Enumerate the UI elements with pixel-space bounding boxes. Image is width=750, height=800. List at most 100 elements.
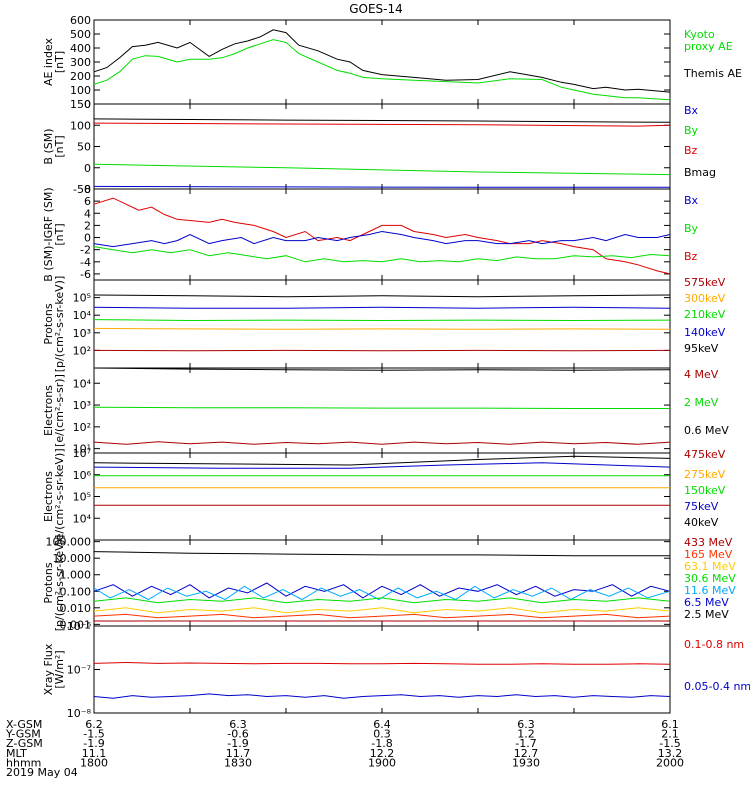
series-line — [93, 29, 671, 93]
y-tick-label: 200 — [70, 70, 91, 83]
series-line — [93, 39, 671, 101]
orbit-table: X-GSM 6.2 6.3 6.4 6.3 6.1 Y-GSM -1.5 -0.6 0.3 1.2 2… — [5, 718, 684, 779]
legend-entry: 275keV — [684, 468, 726, 481]
y-axis-label: [p/(cm²-s-sr-keV)] — [53, 535, 66, 632]
series-line — [93, 163, 671, 176]
orbit-value: -1.9 — [83, 737, 104, 750]
series-line — [93, 455, 671, 466]
series-line — [93, 613, 671, 619]
y-axis-label: Protons — [42, 303, 55, 344]
orbit-value: -1.5 — [659, 737, 680, 750]
y-tick-label: 10⁻⁷ — [67, 664, 91, 677]
series-line — [93, 319, 671, 322]
legend-entry: Bz — [684, 144, 698, 157]
y-tick-label: 2 — [84, 219, 91, 232]
panel-1: -50 0 50 100 150 B (SM)[nT] Bx By Bz Bmag — [42, 98, 716, 196]
series-line — [93, 306, 671, 309]
panel-frame — [93, 367, 671, 454]
orbit-row-label: X-GSM — [6, 718, 42, 731]
legend-entry: 2.5 MeV — [684, 608, 729, 621]
y-axis-label: Electrons — [42, 471, 55, 522]
y-tick-label: 0.010 — [60, 602, 92, 615]
y-tick-label: 150 — [70, 98, 91, 111]
y-tick-label: 0 — [84, 162, 91, 175]
y-tick-label: 10² — [73, 344, 91, 357]
series-line — [93, 230, 671, 248]
legend-entry: 6.5 MeV — [684, 596, 729, 609]
orbit-value: 11.7 — [226, 747, 251, 760]
legend-entry: Bz — [684, 250, 698, 263]
y-tick-label: 600 — [70, 14, 91, 27]
y-tick-label: 100.000 — [46, 536, 92, 549]
legend-entry: 300keV — [684, 292, 726, 305]
y-tick-label: 10.000 — [53, 552, 92, 565]
legend-entry: Kyoto — [684, 28, 715, 41]
legend-entry: 11.6 MeV — [684, 584, 736, 597]
orbit-value: 6.1 — [661, 718, 679, 731]
legend-entry: 140keV — [684, 326, 726, 339]
series-line — [93, 597, 671, 604]
y-axis-label: Xray Flux — [42, 643, 55, 695]
series-line — [93, 367, 671, 371]
y-tick-label: 0 — [84, 232, 91, 245]
legend-entry: 0.1-0.8 nm — [684, 638, 744, 651]
series-line — [93, 582, 671, 599]
panel-6: 0.001 0.010 0.100 1.000 10.000 100.000 Protons… — [42, 535, 736, 632]
series-line — [93, 118, 671, 123]
series-line — [93, 441, 671, 445]
legend-entry: 165 MeV — [684, 548, 733, 561]
series-line — [93, 607, 671, 614]
orbit-value: 1930 — [512, 756, 540, 769]
y-tick-label: 0 — [84, 98, 91, 111]
y-tick-label: 10⁴ — [73, 512, 92, 525]
figure-title: GOES-14 — [349, 2, 403, 16]
y-tick-label: -50 — [73, 183, 91, 196]
panel-frame — [93, 625, 671, 714]
orbit-value: 11.1 — [82, 747, 107, 760]
y-axis-label: [e/(cm²-s-sr-keV)] — [53, 448, 66, 544]
y-tick-label: 10⁵ — [73, 292, 91, 305]
y-tick-label: 1.000 — [60, 569, 92, 582]
series-line — [93, 197, 671, 275]
series-line — [93, 185, 670, 188]
orbit-value: 1800 — [80, 756, 108, 769]
orbit-value: -0.6 — [227, 728, 248, 741]
orbit-value: 13.2 — [658, 747, 683, 760]
y-tick-label: 10⁻⁶ — [67, 620, 92, 633]
y-tick-label: 10¹ — [73, 443, 91, 456]
legend-entry: Bmag — [684, 166, 716, 179]
panel-frame — [93, 452, 671, 541]
legend-entry: 210keV — [684, 308, 726, 321]
series-line — [93, 406, 670, 409]
y-tick-label: 10⁵ — [73, 491, 91, 504]
legend-entry: Bx — [684, 104, 699, 117]
orbit-value: 2.1 — [661, 728, 679, 741]
orbit-row-label: hhmm — [6, 756, 41, 769]
panel-7: 10⁻⁸ 10⁻⁷ 10⁻⁶ Xray Flux[W/m²] 0.1-0.8 nm 0.0… — [42, 620, 750, 720]
legend-entry: By — [684, 222, 699, 235]
legend-entry: 0.6 MeV — [684, 424, 729, 437]
series-line — [93, 122, 671, 127]
y-axis-label: [nT] — [53, 51, 66, 73]
y-tick-label: 10³ — [73, 327, 91, 340]
orbit-value: 6.3 — [229, 718, 247, 731]
series-line — [93, 327, 671, 330]
y-axis-label: [W/m²] — [53, 650, 66, 688]
y-axis-label: [nT] — [53, 223, 66, 245]
y-axis-label: AE index — [42, 37, 55, 86]
series-line — [93, 693, 671, 699]
y-axis-label: [e/(cm²-s-sr)] — [53, 374, 66, 447]
orbit-value: -1.9 — [227, 737, 248, 750]
legend-entry: 40keV — [684, 516, 719, 529]
legend-entry: 95keV — [684, 342, 719, 355]
y-tick-label: 10⁷ — [73, 447, 91, 460]
legend-entry: Bx — [684, 194, 699, 207]
orbit-value: 1900 — [368, 756, 396, 769]
orbit-value: 6.2 — [85, 718, 103, 731]
orbit-value: -1.5 — [83, 728, 104, 741]
orbit-value: -1.7 — [515, 737, 536, 750]
legend-entry: 475keV — [684, 448, 726, 461]
